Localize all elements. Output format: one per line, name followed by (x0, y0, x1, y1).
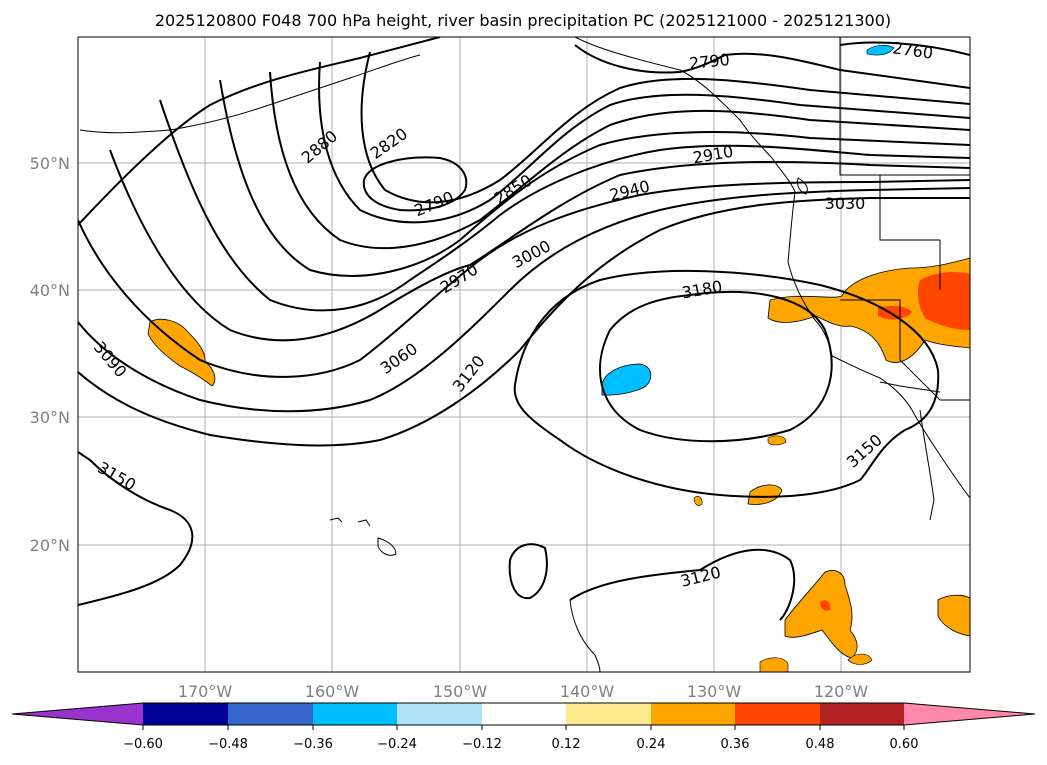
contour-label: 2790 (688, 50, 730, 73)
lon-label: 140°W (560, 682, 615, 701)
contour-label: 3030 (825, 194, 866, 213)
colorbar-bin (735, 703, 820, 725)
precip-core-inland (917, 272, 970, 330)
contour-3180-high (599, 290, 833, 443)
precip-patch-small-1 (767, 435, 787, 446)
precip-patch-negative (601, 363, 652, 396)
border-us-canada (839, 37, 970, 176)
contour-2910 (219, 79, 970, 277)
precip-patch-west-pacific (147, 318, 216, 387)
contour-2970 (109, 149, 970, 342)
colorbar-tick-label: −0.24 (377, 737, 417, 752)
colorbar: −0.60 −0.48 −0.36 −0.24 −0.12 0.12 0.24 … (11, 702, 1036, 752)
colorbar-bin (566, 703, 651, 725)
colorbar-tick-label: 0.60 (890, 737, 919, 752)
colorbar-bin (313, 703, 397, 725)
aleutian-islands (79, 54, 421, 134)
lon-label: 120°W (814, 682, 869, 701)
latitude-labels: 50°N 40°N 30°N 20°N (30, 154, 70, 555)
precip-patch-subtropics (747, 484, 783, 505)
contour-3120-closed (508, 543, 548, 600)
contour-3150-high (513, 269, 940, 498)
lon-label: 170°W (178, 682, 233, 701)
colorbar-bin (143, 703, 228, 725)
contour-2880 (269, 71, 970, 250)
lon-label: 160°W (305, 682, 360, 701)
height-contours (78, 37, 970, 621)
lat-label: 40°N (30, 281, 70, 300)
precip-patch-small-2 (693, 496, 703, 506)
colorbar-tick-label: 0.36 (721, 737, 750, 752)
colorbar-tick-label: −0.60 (123, 737, 163, 752)
colorbar-bin (397, 703, 482, 725)
contour-3030 (78, 187, 970, 413)
lat-label: 50°N (30, 154, 70, 173)
colorbar-bin (482, 703, 566, 725)
colorbar-tick-label: −0.12 (462, 737, 502, 752)
contour-2760 (839, 41, 970, 56)
hawaiian-islands (329, 517, 397, 556)
precip-patch-bottom-2 (847, 653, 873, 665)
contour-2940 (159, 99, 970, 312)
contour-3120-outer (78, 37, 441, 226)
precip-patch-mexico-offshore (784, 570, 858, 659)
colorbar-bin (651, 703, 735, 725)
colorbar-tick-label: 0.24 (637, 737, 666, 752)
state-borders-2 (840, 299, 970, 401)
colorbar-bin (228, 703, 313, 725)
lon-label: 150°W (433, 682, 488, 701)
contour-3060 (78, 197, 970, 447)
precip-shading (147, 44, 970, 672)
colorbar-tick-label: −0.48 (208, 737, 248, 752)
longitude-labels: 170°W 160°W 150°W 140°W 130°W 120°W (178, 682, 869, 701)
figure-title: 2025120800 F048 700 hPa height, river ba… (155, 11, 891, 30)
contour-2850 (318, 61, 970, 224)
graticule (78, 37, 970, 672)
contour-fragment-south (569, 599, 601, 672)
colorbar-ticks (142, 725, 905, 730)
lat-label: 20°N (30, 536, 70, 555)
border-us-mexico (879, 381, 941, 393)
colorbar-underflow (12, 703, 143, 725)
contour-2790-low (362, 156, 468, 212)
colorbar-bin (820, 703, 904, 725)
state-borders-1 (879, 175, 941, 290)
contour-2790-north (574, 44, 970, 89)
contour-3000 (78, 179, 970, 378)
precip-core-mexico (820, 600, 831, 611)
lon-label: 130°W (687, 682, 742, 701)
colorbar-tick-label: −0.36 (293, 737, 333, 752)
map-content (78, 37, 970, 672)
contour-2820 (360, 51, 970, 204)
contour-3120-south (569, 548, 796, 621)
precip-patch-bottom (759, 657, 789, 672)
precip-core-coast (878, 305, 912, 320)
colorbar-overflow (904, 703, 1035, 725)
colorbar-tick-label: 0.12 (552, 737, 581, 752)
map-frame (77, 36, 971, 673)
colorbar-tick-label: 0.48 (806, 737, 835, 752)
map-background (78, 37, 970, 672)
lat-label: 30°N (30, 408, 70, 427)
precip-patch-negative-north (866, 44, 895, 56)
contour-3150-west (78, 451, 194, 606)
precip-patch-east-edge (937, 594, 970, 637)
